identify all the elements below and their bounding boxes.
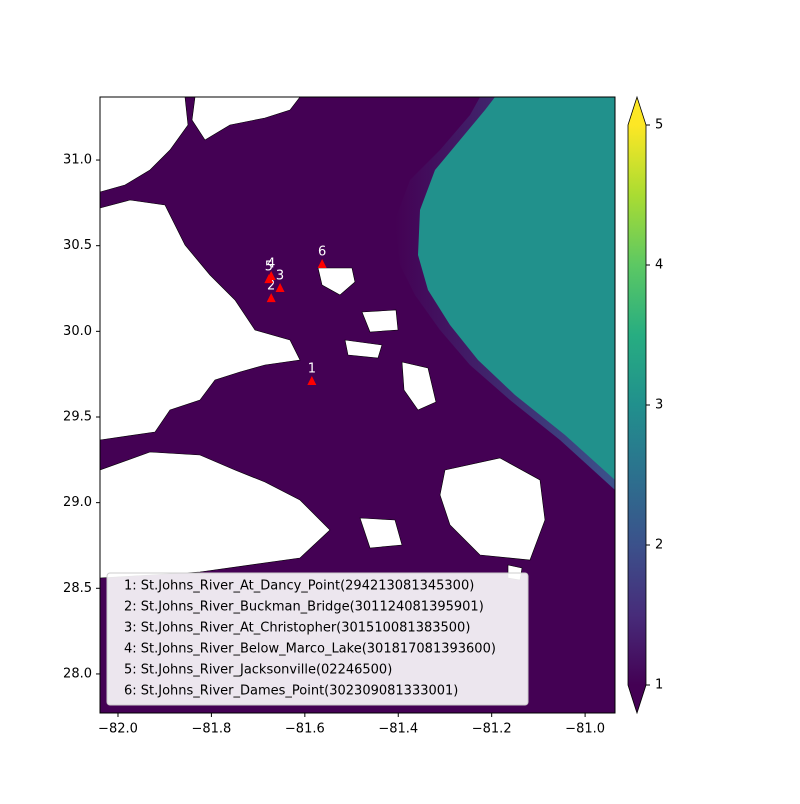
map-area <box>100 97 615 713</box>
x-tick-label: −82.0 <box>98 722 138 737</box>
legend-entry: 4: St.Johns_River_Below_Marco_Lake(30181… <box>124 642 496 657</box>
x-tick-label: −81.8 <box>191 722 231 737</box>
station-label: 3 <box>276 269 284 284</box>
colorbar-tick-label: 4 <box>655 258 663 273</box>
y-tick-label: 29.0 <box>63 495 92 510</box>
station-label: 2 <box>267 279 275 294</box>
x-tick-label: −81.6 <box>285 722 325 737</box>
colorbar-tick-label: 2 <box>655 538 663 553</box>
x-tick-label: −81.4 <box>378 722 418 737</box>
y-tick-label: 28.5 <box>63 581 92 596</box>
station-label: 4 <box>267 257 275 272</box>
y-tick-label: 30.5 <box>63 238 92 253</box>
x-tick-label: −81.0 <box>565 722 605 737</box>
station-marker <box>317 259 327 269</box>
legend: 1: St.Johns_River_At_Dancy_Point(2942130… <box>106 572 529 706</box>
legend-entry: 2: St.Johns_River_Buckman_Bridge(3011240… <box>124 600 484 615</box>
station-label: 5 <box>265 260 273 275</box>
legend-box <box>106 572 529 706</box>
legend-entry: 1: St.Johns_River_At_Dancy_Point(2942130… <box>124 579 474 594</box>
y-tick-label: 30.0 <box>63 324 92 339</box>
legend-entry: 3: St.Johns_River_At_Christopher(3015100… <box>124 621 470 636</box>
colorbar-tick-label: 1 <box>655 678 663 693</box>
axes-frame <box>99 96 616 714</box>
colorbar-tick-label: 3 <box>655 398 663 413</box>
legend-entry: 5: St.Johns_River_Jacksonville(02246500) <box>124 663 392 678</box>
y-tick-label: 29.5 <box>63 409 92 424</box>
station-label: 6 <box>318 245 326 260</box>
land <box>100 97 546 581</box>
legend-entry: 6: St.Johns_River_Dames_Point(3023090813… <box>124 684 458 699</box>
ocean <box>418 97 615 480</box>
station-marker <box>275 283 285 293</box>
station-marker <box>307 376 317 386</box>
y-tick-label: 31.0 <box>63 153 92 168</box>
station-marker <box>264 274 274 284</box>
colorbar <box>628 125 646 685</box>
y-tick-label: 28.0 <box>63 666 92 681</box>
station-marker <box>266 293 276 303</box>
colorbar-extend-min <box>628 685 646 713</box>
x-tick-label: −81.2 <box>472 722 512 737</box>
colorbar-extend-max <box>628 97 646 125</box>
station-label: 1 <box>308 362 316 377</box>
colorbar-tick-label: 5 <box>655 118 663 133</box>
